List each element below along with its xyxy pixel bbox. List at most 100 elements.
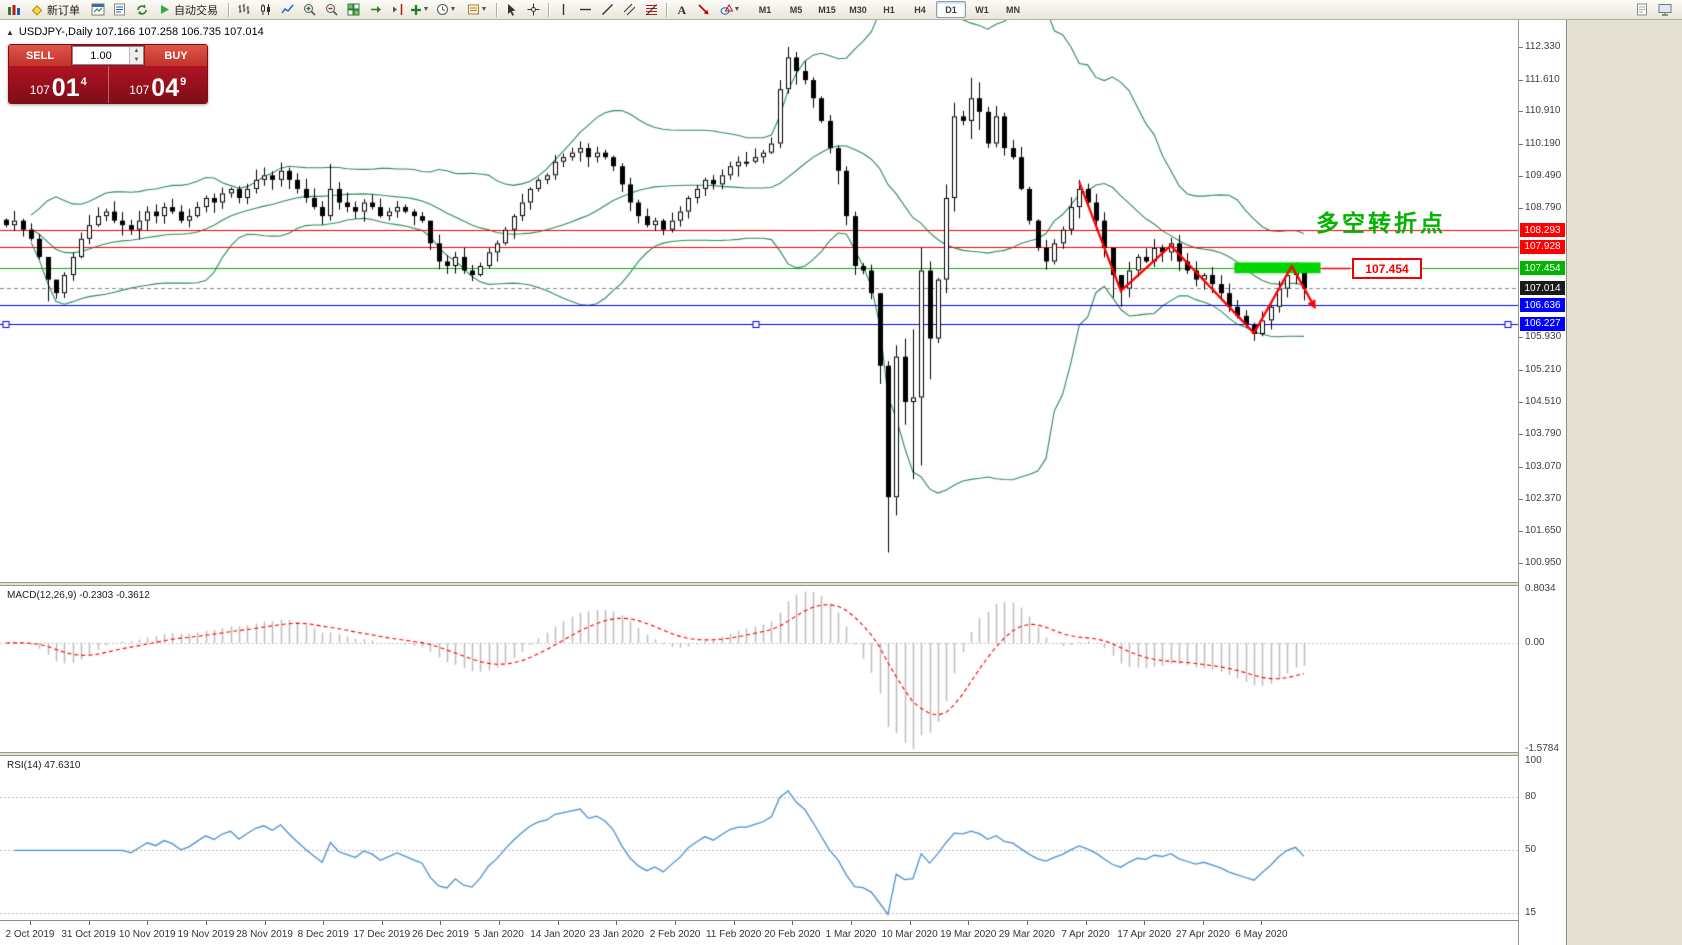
new-order-button[interactable]: 新订单 bbox=[25, 1, 86, 19]
chart-shift-button[interactable] bbox=[387, 1, 408, 19]
bar-chart-button[interactable] bbox=[233, 1, 254, 19]
rsi-tick-label: 100 bbox=[1525, 755, 1542, 766]
tab-timeframe-M5[interactable]: M5 bbox=[789, 4, 803, 15]
buy-button[interactable]: BUY bbox=[145, 45, 207, 66]
new-order-label: 新订单 bbox=[47, 4, 80, 17]
price-tick-label: 101.650 bbox=[1525, 525, 1562, 537]
shapes-icon bbox=[720, 4, 733, 15]
chart-shift-icon bbox=[393, 4, 403, 15]
tab-timeframe-M15[interactable]: M15 bbox=[818, 4, 836, 15]
price-tick-mark bbox=[1519, 499, 1523, 500]
price-tick-mark bbox=[1519, 434, 1523, 435]
price-tick-label: 103.790 bbox=[1525, 428, 1562, 440]
date-label: 1 Mar 2020 bbox=[825, 929, 877, 940]
monitor-button[interactable] bbox=[1654, 1, 1675, 19]
zoom-out-icon bbox=[326, 4, 338, 16]
text-icon: A bbox=[678, 3, 687, 16]
date-label: 10 Mar 2020 bbox=[881, 929, 938, 940]
new-order-diamond-icon bbox=[31, 4, 43, 16]
one-click-collapse-icon[interactable]: ▲ bbox=[6, 27, 14, 37]
spinner-up-icon[interactable]: ▲ bbox=[130, 47, 143, 56]
periods-button[interactable]: ▼ bbox=[431, 1, 461, 19]
indicators-button[interactable]: ▼ bbox=[409, 1, 430, 19]
cursor-button[interactable] bbox=[501, 1, 522, 19]
buy-price-display[interactable]: 107 04 9 bbox=[109, 66, 208, 103]
vertical-line-button[interactable] bbox=[553, 1, 574, 19]
trendline-icon bbox=[602, 4, 613, 15]
level-price-label: 108.293 bbox=[1520, 223, 1565, 238]
one-click-trading-panel: SELL ▲ ▼ BUY 107 01 4 107 bbox=[8, 44, 208, 104]
trendline-button[interactable] bbox=[597, 1, 618, 19]
candlestick-chart-button[interactable] bbox=[255, 1, 276, 19]
new-chart-button[interactable] bbox=[3, 1, 24, 19]
date-tick-mark bbox=[675, 921, 677, 925]
date-tick-mark bbox=[205, 921, 207, 925]
panel-splitter[interactable] bbox=[0, 582, 1566, 586]
channel-icon bbox=[623, 3, 636, 16]
channel-button[interactable] bbox=[619, 1, 640, 19]
date-label: 23 Jan 2020 bbox=[588, 929, 644, 940]
zoom-out-button[interactable] bbox=[321, 1, 342, 19]
rsi-tick-label: 50 bbox=[1525, 844, 1537, 856]
tile-windows-button[interactable] bbox=[343, 1, 364, 19]
tab-timeframe-M30[interactable]: M30 bbox=[849, 4, 867, 15]
fibonacci-button[interactable] bbox=[641, 1, 662, 19]
autotrade-button[interactable]: 自动交易 bbox=[153, 1, 224, 19]
tab-timeframe-H4[interactable]: H4 bbox=[914, 4, 926, 15]
sell-button[interactable]: SELL bbox=[9, 45, 71, 66]
date-label: 17 Apr 2020 bbox=[1117, 929, 1172, 940]
price-tick-label: 109.490 bbox=[1525, 169, 1562, 181]
price-axis[interactable]: 112.330 111.610 110.910 110.190 109.490 108.7… bbox=[1518, 20, 1566, 945]
profiles-button[interactable] bbox=[109, 1, 130, 19]
auto-scroll-button[interactable] bbox=[365, 1, 386, 19]
macd-panel-canvas[interactable] bbox=[0, 586, 1518, 752]
date-axis[interactable]: 2 Oct 2019 31 Oct 2019 10 Nov 2019 19 Nov 2… bbox=[0, 920, 1518, 945]
text-button[interactable]: A bbox=[671, 1, 692, 19]
date-tick-mark bbox=[440, 921, 442, 925]
date-label: 20 Feb 2020 bbox=[764, 929, 821, 940]
date-tick-mark bbox=[909, 921, 911, 925]
templates-button[interactable]: ▼ bbox=[462, 1, 492, 19]
rsi-panel-canvas[interactable] bbox=[0, 756, 1518, 920]
sell-price-display[interactable]: 107 01 4 bbox=[9, 66, 108, 103]
tab-timeframe-W1[interactable]: W1 bbox=[975, 4, 989, 15]
date-label: 11 Feb 2020 bbox=[705, 929, 762, 940]
line-chart-button[interactable] bbox=[277, 1, 298, 19]
tab-timeframe-H1[interactable]: H1 bbox=[883, 4, 895, 15]
price-tick-mark bbox=[1519, 402, 1523, 403]
zoom-in-button[interactable] bbox=[299, 1, 320, 19]
toolbar-separator bbox=[228, 2, 229, 17]
panel-splitter[interactable] bbox=[0, 752, 1566, 756]
price-tick-mark bbox=[1519, 370, 1523, 371]
refresh-button[interactable] bbox=[131, 1, 152, 19]
price-tick-label: 105.210 bbox=[1525, 363, 1562, 375]
tab-timeframe-MN[interactable]: MN bbox=[1006, 4, 1020, 15]
date-tick-mark bbox=[1144, 921, 1146, 925]
date-label: 10 Nov 2019 bbox=[118, 929, 176, 940]
tab-timeframe-D1[interactable]: D1 bbox=[936, 1, 966, 18]
date-label: 27 Apr 2020 bbox=[1175, 929, 1230, 940]
main-chart-canvas[interactable] bbox=[0, 20, 1518, 582]
tab-timeframe-M1[interactable]: M1 bbox=[758, 4, 772, 15]
shapes-button[interactable]: ▼ bbox=[715, 1, 745, 19]
document-button[interactable] bbox=[1631, 1, 1652, 19]
price-tick-label: 102.370 bbox=[1525, 492, 1562, 504]
price-tick-label: 108.790 bbox=[1525, 201, 1562, 213]
clock-icon bbox=[436, 4, 448, 15]
spinner-down-icon[interactable]: ▼ bbox=[130, 55, 143, 64]
price-tick-label: 112.330 bbox=[1525, 41, 1561, 52]
date-label: 8 Dec 2019 bbox=[297, 929, 349, 940]
crosshair-button[interactable] bbox=[523, 1, 544, 19]
volume-input[interactable] bbox=[73, 47, 129, 64]
chart-window-button[interactable] bbox=[87, 1, 108, 19]
date-tick-mark bbox=[1085, 921, 1087, 925]
refresh-icon bbox=[137, 4, 147, 15]
main-toolbar: 新订单 自动交易 bbox=[0, 0, 1682, 20]
horizontal-line-button[interactable] bbox=[575, 1, 596, 19]
price-tick-mark bbox=[1519, 467, 1523, 468]
vertical-line-icon bbox=[562, 4, 565, 15]
toolbar-right-group bbox=[1631, 1, 1679, 19]
chart-window: 112.330 111.610 110.910 110.190 109.490 108.7… bbox=[0, 20, 1567, 945]
arrows-button[interactable] bbox=[693, 1, 714, 19]
